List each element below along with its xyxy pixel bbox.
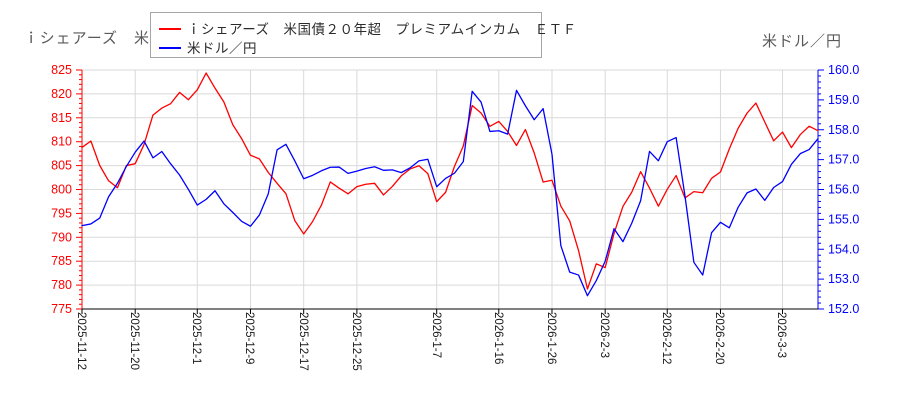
svg-text:158.0: 158.0 [828, 123, 859, 137]
svg-text:805: 805 [51, 159, 72, 173]
svg-text:800: 800 [51, 183, 72, 197]
svg-text:159.0: 159.0 [828, 93, 859, 107]
svg-text:156.0: 156.0 [828, 183, 859, 197]
svg-text:785: 785 [51, 254, 72, 268]
svg-text:157.0: 157.0 [828, 153, 859, 167]
svg-text:820: 820 [51, 87, 72, 101]
svg-text:790: 790 [51, 230, 72, 244]
svg-text:795: 795 [51, 206, 72, 220]
svg-text:810: 810 [51, 135, 72, 149]
svg-text:815: 815 [51, 111, 72, 125]
svg-text:155.0: 155.0 [828, 212, 859, 226]
svg-text:153.0: 153.0 [828, 272, 859, 286]
svg-text:154.0: 154.0 [828, 242, 859, 256]
svg-text:825: 825 [51, 63, 72, 77]
svg-text:780: 780 [51, 278, 72, 292]
svg-text:160.0: 160.0 [828, 63, 859, 77]
svg-text:152.0: 152.0 [828, 302, 859, 316]
svg-text:775: 775 [51, 302, 72, 316]
